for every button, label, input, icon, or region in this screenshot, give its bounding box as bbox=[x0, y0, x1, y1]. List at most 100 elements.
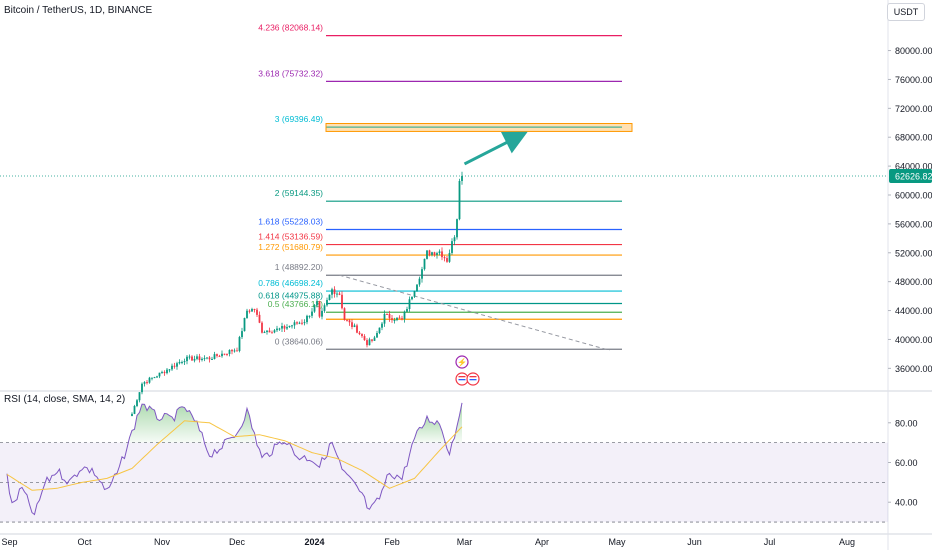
candle-body bbox=[238, 337, 241, 351]
candle-body bbox=[418, 278, 421, 285]
candle-body bbox=[203, 358, 206, 360]
candle-body bbox=[361, 334, 363, 337]
candle-body bbox=[198, 356, 201, 361]
candle-body bbox=[341, 294, 343, 309]
candle-body bbox=[236, 350, 238, 352]
candle-body bbox=[311, 311, 313, 316]
candle-body bbox=[308, 315, 311, 317]
candle-body bbox=[413, 290, 416, 297]
trendline bbox=[339, 274, 610, 351]
candle-body bbox=[328, 294, 331, 300]
candles bbox=[131, 171, 463, 417]
rsi-line bbox=[6, 402, 463, 516]
candle-body bbox=[436, 253, 438, 255]
candle-body bbox=[306, 315, 308, 323]
candle-body bbox=[231, 350, 233, 352]
candle-body bbox=[278, 328, 281, 330]
price-tick-label: 44000.00 bbox=[895, 306, 932, 316]
candle-body bbox=[406, 308, 408, 312]
candle-body bbox=[426, 250, 428, 259]
candle-body bbox=[323, 305, 326, 311]
candle-body bbox=[168, 369, 171, 371]
rsi-indicator-label: RSI (14, close, SMA, 14, 2) bbox=[4, 394, 126, 405]
candle-body bbox=[293, 322, 296, 326]
candle-body bbox=[166, 369, 168, 374]
last-price-tag bbox=[889, 169, 932, 184]
candle-body bbox=[348, 320, 351, 323]
price-tick-label: 60000.00 bbox=[895, 191, 932, 201]
time-tick-label: Nov bbox=[154, 537, 171, 547]
candle-body bbox=[381, 323, 383, 328]
candle-body bbox=[403, 311, 406, 320]
candle-body bbox=[148, 377, 151, 383]
candle-body bbox=[193, 358, 196, 361]
fib-level-label: 1.618 (55228.03) bbox=[258, 216, 323, 226]
candle-body bbox=[401, 318, 403, 320]
price-tick-label: 36000.00 bbox=[895, 364, 932, 374]
chart-title: Bitcoin / TetherUS, 1D, BINANCE bbox=[4, 5, 153, 16]
time-tick-label: 2024 bbox=[304, 537, 324, 547]
flag-stripe bbox=[458, 376, 466, 378]
fib-level-label: 3 (69396.49) bbox=[275, 114, 323, 124]
rsi-tick-label: 60.00 bbox=[895, 458, 918, 468]
candle-body bbox=[421, 269, 423, 279]
flag-stripe bbox=[469, 376, 477, 378]
candle-body bbox=[181, 362, 183, 364]
candle-body bbox=[268, 330, 271, 333]
candle-body bbox=[336, 293, 338, 295]
time-tick-label: Apr bbox=[535, 537, 549, 547]
candle-body bbox=[276, 328, 278, 331]
candle-body bbox=[333, 289, 336, 294]
fib-level-label: 3.618 (75732.32) bbox=[258, 68, 323, 78]
candle-body bbox=[256, 309, 258, 315]
candle-body bbox=[288, 325, 291, 328]
candle-body bbox=[391, 318, 393, 321]
candle-body bbox=[423, 258, 426, 270]
price-tick-label: 40000.00 bbox=[895, 335, 932, 345]
rsi-sma-line bbox=[6, 420, 463, 491]
time-tick-label: Aug bbox=[839, 537, 855, 547]
candle-body bbox=[428, 250, 431, 255]
candle-body bbox=[356, 325, 358, 333]
currency-button[interactable]: USDT bbox=[887, 3, 925, 21]
time-tick-label: Jun bbox=[687, 537, 702, 547]
candle-body bbox=[411, 296, 413, 300]
candle-body bbox=[453, 237, 456, 242]
price-tick-label: 48000.00 bbox=[895, 277, 932, 287]
candle-body bbox=[316, 301, 318, 306]
candle-body bbox=[351, 322, 353, 327]
candle-body bbox=[228, 350, 231, 354]
candle-body bbox=[441, 251, 443, 258]
rsi-overbought-fill bbox=[224, 408, 255, 443]
price-tick-label: 64000.00 bbox=[895, 162, 932, 172]
candle-body bbox=[266, 330, 268, 333]
rsi-tick-label: 80.00 bbox=[895, 418, 918, 428]
candle-body bbox=[461, 176, 463, 181]
time-tick-label: May bbox=[608, 537, 626, 547]
candle-body bbox=[371, 339, 373, 341]
candle-body bbox=[386, 313, 388, 315]
candle-body bbox=[246, 310, 248, 318]
candle-body bbox=[283, 326, 286, 329]
candle-body bbox=[253, 309, 256, 311]
candle-body bbox=[378, 327, 381, 334]
time-tick-label: Dec bbox=[229, 537, 246, 547]
candle-body bbox=[218, 355, 221, 357]
fib-level-label: 0 (38640.06) bbox=[275, 336, 323, 346]
candle-body bbox=[251, 309, 253, 312]
candle-body bbox=[226, 353, 228, 355]
time-tick-label: Feb bbox=[384, 537, 400, 547]
candle-body bbox=[216, 354, 218, 356]
candle-body bbox=[211, 358, 213, 360]
candle-body bbox=[163, 371, 166, 374]
candle-body bbox=[358, 332, 361, 335]
fib-level-label: 0.618 (44975.88) bbox=[258, 291, 323, 301]
candle-body bbox=[451, 241, 453, 253]
candle-body bbox=[221, 353, 223, 357]
candle-body bbox=[318, 301, 321, 317]
candle-body bbox=[438, 251, 441, 254]
candle-body bbox=[396, 317, 398, 321]
time-tick-label: Jul bbox=[764, 537, 776, 547]
